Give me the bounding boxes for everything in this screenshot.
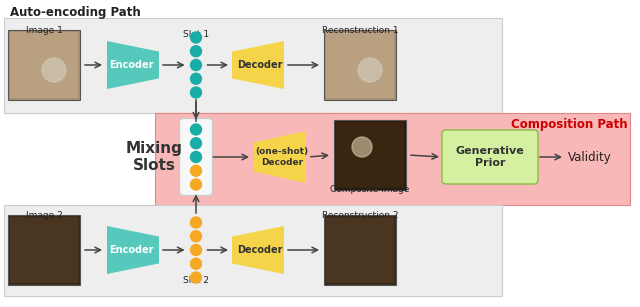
- Text: Slot 1: Slot 1: [183, 30, 209, 39]
- Text: Auto-encoding Path: Auto-encoding Path: [10, 6, 141, 19]
- Circle shape: [358, 58, 382, 82]
- Bar: [324, 30, 396, 100]
- Text: Image 2: Image 2: [26, 211, 62, 220]
- Circle shape: [191, 138, 202, 149]
- Bar: [336, 122, 404, 188]
- Bar: [326, 32, 394, 98]
- Circle shape: [352, 137, 372, 157]
- Bar: [10, 32, 78, 98]
- FancyBboxPatch shape: [179, 119, 212, 196]
- Polygon shape: [232, 226, 284, 274]
- Text: Image 1: Image 1: [26, 26, 63, 35]
- Circle shape: [191, 244, 202, 255]
- Text: Reconstruction 2: Reconstruction 2: [322, 211, 398, 220]
- Circle shape: [191, 87, 202, 98]
- Bar: [8, 30, 80, 100]
- Circle shape: [191, 124, 202, 135]
- Circle shape: [42, 58, 66, 82]
- Polygon shape: [254, 131, 306, 183]
- Circle shape: [191, 217, 202, 228]
- Text: (one-shot)
Decoder: (one-shot) Decoder: [255, 147, 308, 167]
- Text: Decoder: Decoder: [237, 60, 283, 70]
- Text: Encoder: Encoder: [109, 60, 153, 70]
- Circle shape: [191, 272, 202, 283]
- Polygon shape: [107, 226, 159, 274]
- Circle shape: [191, 165, 202, 176]
- Bar: [10, 217, 78, 283]
- Polygon shape: [232, 41, 284, 89]
- Bar: [334, 120, 406, 190]
- Text: Decoder: Decoder: [237, 245, 283, 255]
- Circle shape: [191, 60, 202, 71]
- Text: Composite Image: Composite Image: [330, 185, 410, 194]
- Bar: [326, 217, 394, 283]
- Circle shape: [191, 32, 202, 43]
- Bar: [324, 215, 396, 285]
- Polygon shape: [107, 41, 159, 89]
- Bar: [155, 113, 630, 205]
- Bar: [8, 215, 80, 285]
- Text: Mixing
Slots: Mixing Slots: [125, 141, 182, 173]
- Text: Generative
Prior: Generative Prior: [456, 146, 524, 168]
- Text: Composition Path: Composition Path: [511, 118, 628, 131]
- Bar: [4, 205, 502, 296]
- Text: Reconstruction 1: Reconstruction 1: [322, 26, 398, 35]
- Circle shape: [191, 231, 202, 242]
- Circle shape: [191, 151, 202, 162]
- Circle shape: [191, 73, 202, 84]
- Text: Validity: Validity: [568, 150, 612, 164]
- Circle shape: [191, 46, 202, 57]
- Circle shape: [191, 258, 202, 269]
- Text: Encoder: Encoder: [109, 245, 153, 255]
- Text: Slot 2: Slot 2: [183, 276, 209, 285]
- FancyBboxPatch shape: [442, 130, 538, 184]
- Circle shape: [191, 179, 202, 190]
- Bar: [4, 18, 502, 113]
